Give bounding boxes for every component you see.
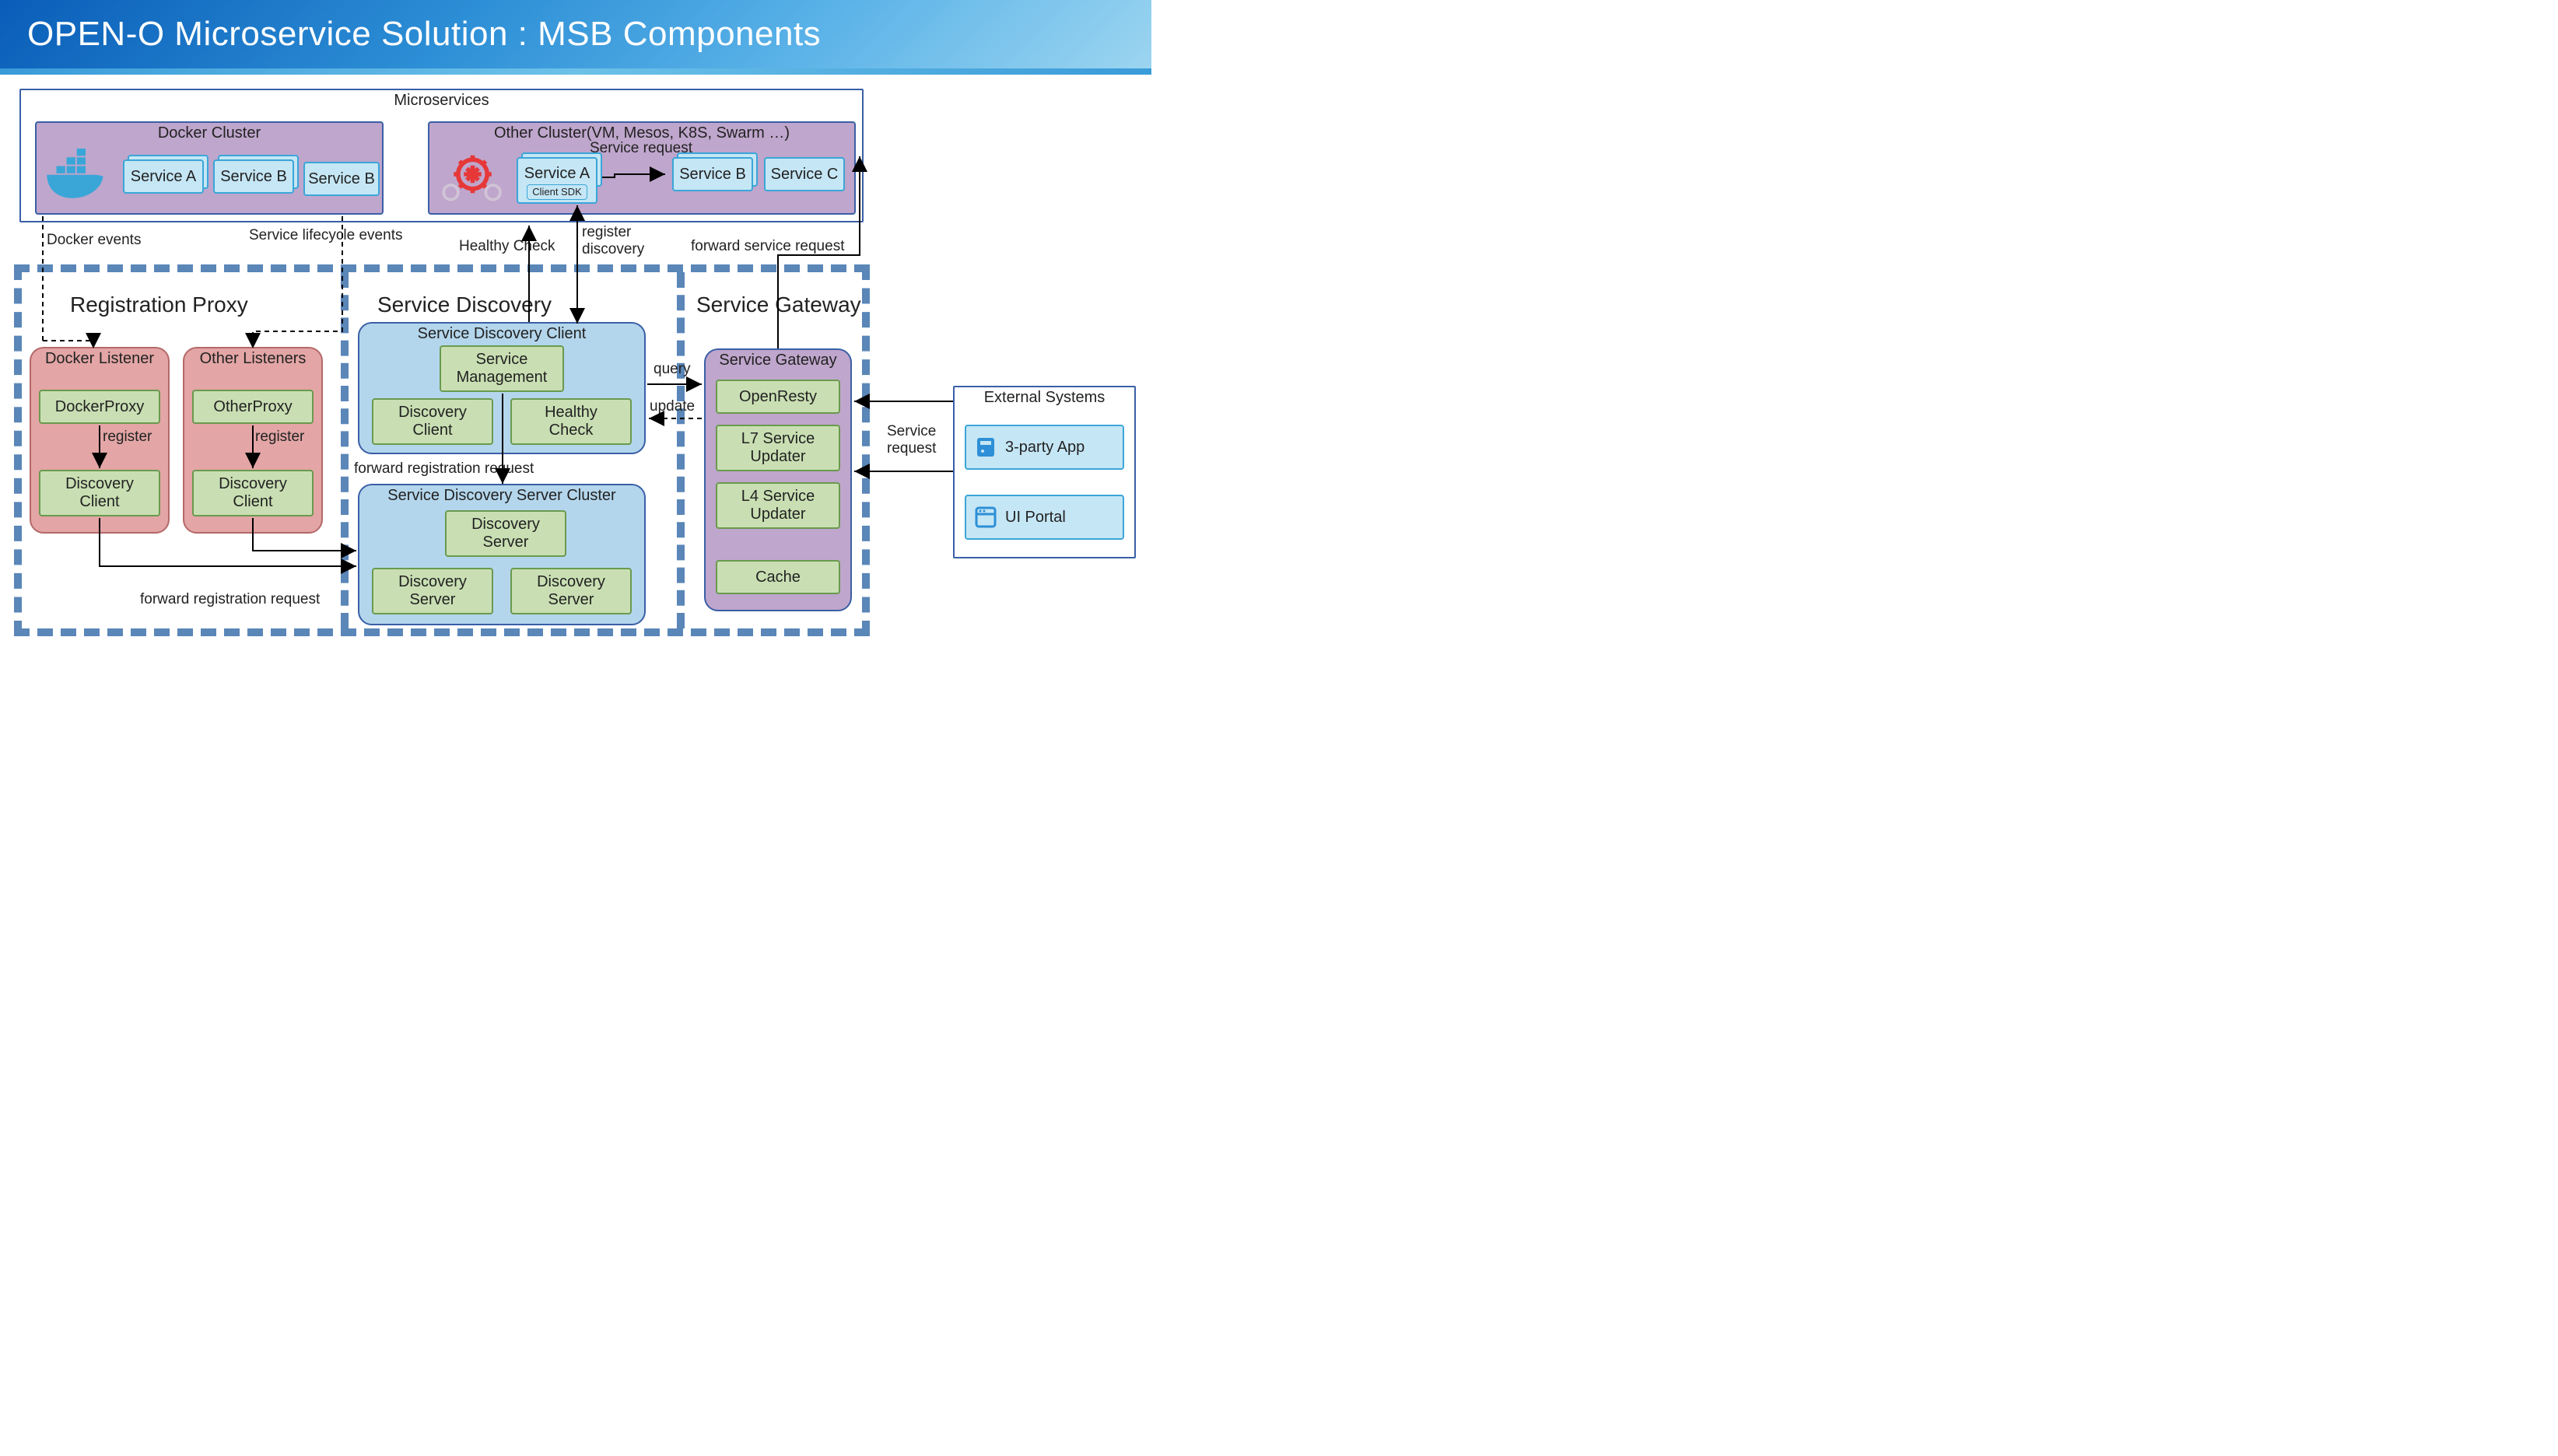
l7-updater: L7 Service Updater (716, 425, 840, 471)
ui-portal: UI Portal (965, 495, 1124, 540)
external-systems-title: External Systems (955, 389, 1134, 407)
lbl-fwd-reg-bottom: forward registration request (140, 591, 320, 608)
lbl-query: query (654, 361, 691, 378)
ui-portal-label: UI Portal (1005, 509, 1066, 527)
lbl-fwd-reg-mid: forward registration request (354, 460, 534, 478)
other-service-a: Service A Client SDK (517, 157, 597, 204)
diagram: Microservices Docker Cluster Service A S… (0, 75, 1151, 650)
register-label-2: register (255, 429, 304, 446)
server-icon (974, 436, 997, 459)
docker-listener-title: Docker Listener (31, 350, 168, 368)
lbl-register-discovery: register discovery (582, 224, 644, 258)
svc-discovery-client-title: Service Discovery Client (359, 325, 644, 343)
divider-left (341, 272, 349, 628)
healthy-check: Healthy Check (510, 398, 632, 445)
docker-service-a: Service A (123, 159, 204, 194)
cache: Cache (716, 560, 840, 594)
service-management: Service Management (440, 345, 564, 392)
title-band: OPEN-O Microservice Solution : MSB Compo… (0, 0, 1151, 68)
title-underline (0, 68, 1151, 75)
discovery-server-1: Discovery Server (445, 510, 566, 557)
third-party-app: 3-party App (965, 425, 1124, 470)
section-registration-proxy: Registration Proxy (70, 292, 248, 317)
docker-proxy: DockerProxy (39, 390, 160, 424)
other-listeners-title: Other Listeners (184, 350, 321, 368)
lbl-update: update (650, 398, 695, 415)
sd-discovery-client: Discovery Client (372, 398, 493, 445)
slide-title: OPEN-O Microservice Solution : MSB Compo… (27, 15, 821, 54)
other-service-b: Service B (672, 157, 753, 191)
microservices-label: Microservices (21, 92, 862, 110)
other-service-c: Service C (764, 157, 845, 191)
lbl-docker-events: Docker events (47, 232, 141, 249)
third-party-app-label: 3-party App (1005, 439, 1085, 457)
register-label-1: register (103, 429, 152, 446)
l4-updater: L4 Service Updater (716, 482, 840, 529)
svc-discovery-server-title: Service Discovery Server Cluster (359, 487, 644, 505)
docker-service-b2: Service B (303, 162, 380, 196)
discovery-server-2: Discovery Server (372, 568, 493, 614)
lbl-lifecycle-events: Service lifecycle events (249, 227, 402, 244)
section-service-gateway: Service Gateway (696, 292, 861, 317)
divider-right (677, 272, 685, 628)
service-gateway-title: Service Gateway (706, 352, 850, 369)
docker-discovery-client: Discovery Client (39, 470, 160, 516)
gears-icon (436, 152, 510, 207)
window-icon (974, 506, 997, 529)
section-service-discovery: Service Discovery (377, 292, 552, 317)
lbl-forward-service-request: forward service request (691, 238, 844, 255)
other-proxy: OtherProxy (192, 390, 314, 424)
client-sdk: Client SDK (527, 184, 587, 200)
docker-service-b1: Service B (213, 159, 294, 194)
other-service-a-label: Service A (524, 165, 590, 183)
docker-cluster-label: Docker Cluster (37, 124, 382, 142)
docker-icon (43, 149, 117, 207)
openresty: OpenResty (716, 380, 840, 414)
lbl-healthy-check: Healthy Check (459, 238, 555, 255)
discovery-server-3: Discovery Server (510, 568, 632, 614)
lbl-service-request-ext: Service request (887, 423, 936, 457)
other-discovery-client: Discovery Client (192, 470, 314, 516)
